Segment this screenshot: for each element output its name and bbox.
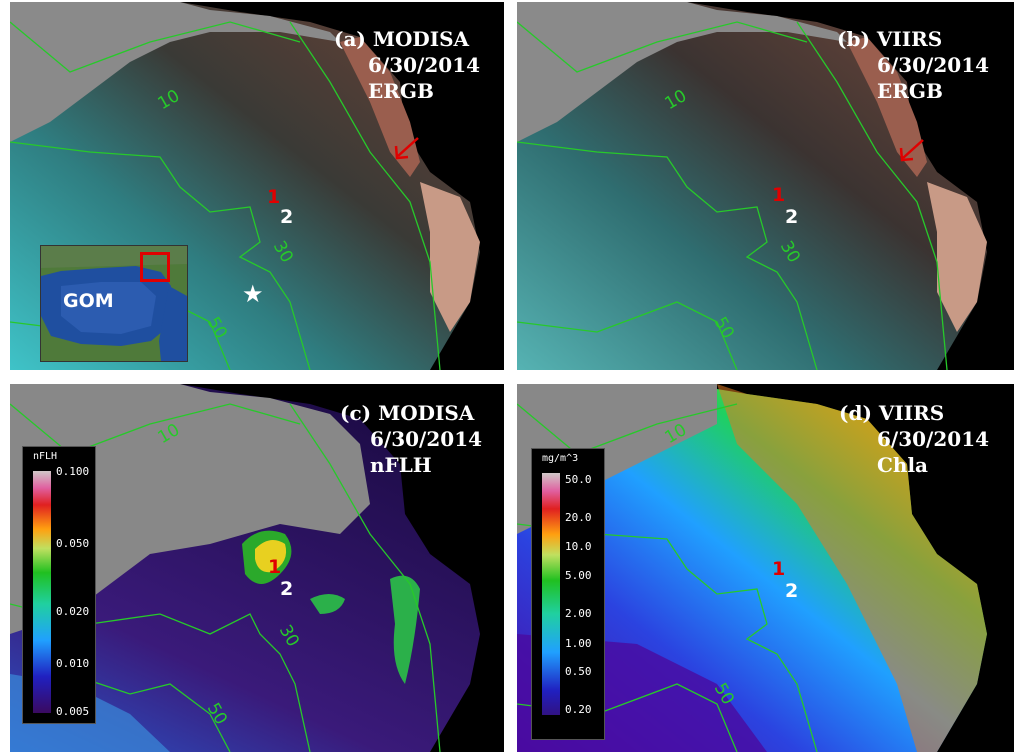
- panel-label: (d) VIIRS 6/30/2014 Chla: [839, 400, 989, 478]
- panel-product: ERGB: [368, 79, 434, 103]
- colorbar-tick: 50.0: [565, 473, 592, 486]
- colorbar-tick: 0.005: [56, 705, 90, 718]
- ergb-map-b: [517, 2, 1014, 370]
- panel-title: (b) VIIRS: [837, 27, 943, 51]
- station-2: 2: [785, 580, 799, 602]
- colorbar-tick: 0.020: [56, 605, 90, 618]
- colorbar-tick: 0.20: [565, 703, 592, 716]
- inset-label: GOM: [63, 290, 114, 312]
- panel-label: (b) VIIRS 6/30/2014 ERGB: [837, 26, 989, 104]
- colorbar-tick: 10.0: [565, 540, 592, 553]
- station-2: 2: [280, 206, 294, 228]
- panel-date: 6/30/2014: [370, 427, 483, 451]
- panel-product: ERGB: [877, 79, 943, 103]
- panel-d: (d) VIIRS 6/30/2014 Chla 10 50 1 2 mg/m^…: [517, 384, 1014, 752]
- colorbar-gradient: [542, 473, 560, 715]
- colorbar-tick: 1.00: [565, 637, 592, 650]
- colorbar-gradient: [33, 471, 51, 713]
- star-icon: ★: [242, 280, 264, 308]
- colorbar-tick: 0.50: [565, 665, 592, 678]
- panel-c: (c) MODISA 6/30/2014 nFLH 10 30 50 1 2 n…: [10, 384, 504, 752]
- panel-title: (c) MODISA: [340, 401, 475, 425]
- colorbar-nflh: nFLH 0.100 0.050 0.020 0.010 0.005: [22, 446, 96, 724]
- colorbar-tick: 0.100: [56, 465, 90, 478]
- station-2: 2: [280, 578, 294, 600]
- colorbar-tick: 0.050: [56, 537, 90, 550]
- station-1: 1: [772, 558, 786, 580]
- colorbar-unit: nFLH: [33, 451, 58, 462]
- study-area-box: [140, 252, 170, 282]
- panel-product: nFLH: [370, 453, 432, 477]
- panel-label: (a) MODISA 6/30/2014 ERGB: [334, 26, 480, 104]
- colorbar-chla: mg/m^3 50.0 20.0 10.0 5.00 2.00 1.00 0.5…: [531, 448, 605, 740]
- red-arrow-icon: [394, 137, 419, 160]
- gom-inset-map: GOM: [40, 245, 188, 362]
- station-1: 1: [268, 556, 282, 578]
- colorbar-tick: 5.00: [565, 569, 592, 582]
- panel-date: 6/30/2014: [877, 427, 990, 451]
- colorbar-unit: mg/m^3: [542, 453, 579, 464]
- panel-title: (d) VIIRS: [839, 401, 945, 425]
- panel-b: (b) VIIRS 6/30/2014 ERGB 10 30 50 1 2: [517, 2, 1014, 370]
- station-1: 1: [772, 184, 786, 206]
- panel-product: Chla: [877, 453, 929, 477]
- panel-date: 6/30/2014: [877, 53, 990, 77]
- inset-map-image: [41, 246, 187, 361]
- station-2: 2: [785, 206, 799, 228]
- colorbar-tick: 20.0: [565, 511, 592, 524]
- panel-a: (a) MODISA 6/30/2014 ERGB 10 30 50 1 2 ★…: [10, 2, 504, 370]
- red-arrow-icon: [899, 139, 924, 162]
- colorbar-tick: 2.00: [565, 607, 592, 620]
- station-1: 1: [267, 186, 281, 208]
- panel-date: 6/30/2014: [368, 53, 481, 77]
- panel-title: (a) MODISA: [334, 27, 470, 51]
- chla-map-d: [517, 384, 1014, 752]
- panel-label: (c) MODISA 6/30/2014 nFLH: [340, 400, 482, 478]
- colorbar-tick: 0.010: [56, 657, 90, 670]
